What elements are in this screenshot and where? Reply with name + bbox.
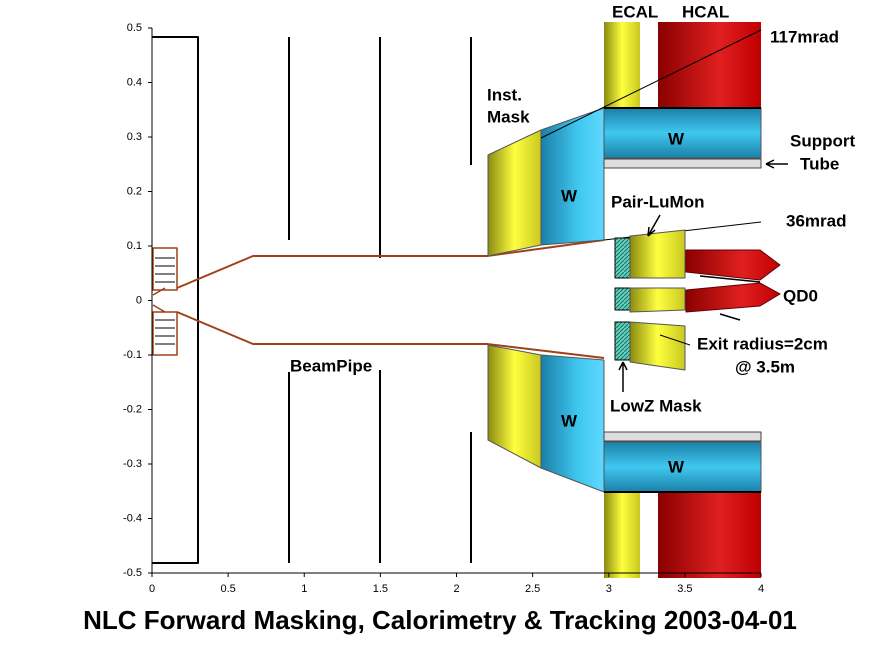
x-tick-label: 0.5 (220, 583, 235, 595)
y-tick-label: -0.2 (123, 403, 142, 415)
annotation: 36mrad (786, 211, 846, 230)
annotation: W (561, 411, 578, 430)
annotation: Inst. (487, 85, 522, 104)
annotation: LowZ Mask (610, 396, 702, 415)
annotation: W (561, 186, 578, 205)
annotation: QD0 (783, 286, 818, 305)
x-tick-label: 3.5 (677, 583, 692, 595)
annotation: BeamPipe (290, 356, 372, 375)
annotation: Pair-LuMon (611, 192, 705, 211)
x-tick-label: 0 (149, 583, 155, 595)
detector-layout (151, 22, 788, 578)
x-tick-label: 2.5 (525, 583, 540, 595)
y-tick-label: -0.1 (123, 349, 142, 361)
x-tick-label: 4 (758, 583, 764, 595)
annotation: ECAL (612, 2, 658, 21)
annotation: 117mrad (770, 27, 839, 46)
annotation: Tube (800, 154, 839, 173)
x-tick-label: 2 (453, 583, 459, 595)
x-tick-label: 1 (301, 583, 307, 595)
annotation: @ 3.5m (735, 357, 795, 376)
annotation: HCAL (682, 2, 729, 21)
y-tick-label: 0.2 (127, 185, 142, 197)
y-tick-label: 0.3 (127, 131, 142, 143)
annotation: W (668, 457, 685, 476)
annotation: Exit radius=2cm (697, 334, 828, 353)
y-tick-label: 0.5 (127, 22, 142, 34)
annotation: W (668, 129, 685, 148)
y-tick-label: -0.4 (123, 512, 142, 524)
x-tick-label: 1.5 (373, 583, 388, 595)
annotation: Mask (487, 107, 530, 126)
title: NLC Forward Masking, Calorimetry & Track… (83, 605, 797, 635)
y-tick-label: 0.1 (127, 240, 142, 252)
x-tick-label: 3 (606, 583, 612, 595)
annotation: Support (790, 131, 855, 150)
y-tick-label: 0.4 (127, 76, 142, 88)
y-tick-label: 0 (136, 294, 142, 306)
y-tick-label: -0.5 (123, 567, 142, 579)
y-tick-label: -0.3 (123, 458, 142, 470)
